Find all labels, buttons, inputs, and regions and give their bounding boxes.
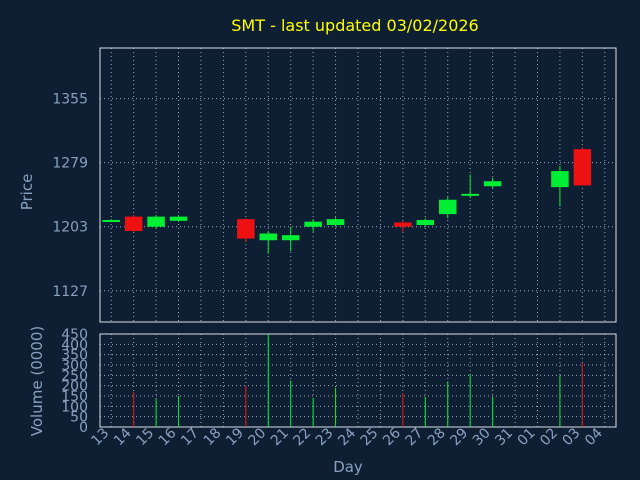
candles	[102, 147, 592, 254]
price-tick-label: 1355	[52, 92, 88, 108]
x-tick-label: 20	[245, 425, 269, 449]
x-tick-label: 17	[178, 425, 202, 449]
candle-body-up	[304, 221, 322, 227]
volume-tick-label: 350	[61, 348, 88, 364]
x-tick-label: 24	[335, 425, 359, 449]
candle-body-up	[461, 193, 479, 196]
volume-axis-label: Volume (0000)	[28, 326, 46, 436]
volume-tick-label: 150	[61, 389, 88, 405]
price-axis-label: Price	[18, 174, 36, 211]
x-tick-label: 15	[133, 425, 157, 449]
x-tick-label: 03	[560, 425, 584, 449]
candle-body-up	[102, 219, 120, 222]
candle-body-down	[237, 219, 255, 239]
volume-bars	[133, 334, 583, 427]
candle-body-up	[259, 233, 278, 241]
volume-tick-label: 300	[61, 358, 88, 374]
volume-panel-frame	[99, 333, 617, 428]
x-tick-label: 04	[582, 425, 606, 449]
x-tick-label: 25	[358, 425, 382, 449]
volume-tick-label: 0	[79, 420, 88, 436]
price-tick-label: 1279	[52, 156, 88, 172]
price-tick-label: 1203	[52, 220, 88, 236]
x-tick-label: 27	[403, 425, 427, 449]
candle-body-down	[394, 222, 412, 227]
x-tick-label: 21	[268, 425, 292, 449]
grid-layer	[100, 48, 616, 428]
candle-body-down	[124, 216, 143, 231]
candle-body-up	[326, 219, 345, 226]
candle-body-up	[281, 235, 300, 241]
volume-tick-label: 100	[61, 399, 88, 415]
x-axis-label: Day	[333, 458, 363, 476]
x-tick-label: 30	[470, 425, 494, 449]
x-tick-label: 29	[447, 425, 471, 449]
x-tick-label: 19	[223, 425, 247, 449]
volume-tick-label: 250	[61, 368, 88, 384]
volume-tick-label: 400	[61, 337, 88, 353]
volume-tick-label: 50	[70, 410, 88, 426]
x-tick-label: 13	[88, 425, 112, 449]
volume-tick-label: 200	[61, 379, 88, 395]
candle-body-down	[573, 149, 592, 186]
tick-labels: 1127 1203 1279 1355 050100150200250300350400…	[52, 92, 606, 450]
x-tick-label: 02	[537, 425, 561, 449]
chart-title: SMT - last updated 03/02/2026	[231, 16, 478, 35]
frame-layer	[99, 47, 617, 428]
x-tick-label: 31	[492, 425, 516, 449]
price-tick-label: 1127	[52, 284, 88, 300]
x-tick-label: 16	[156, 425, 180, 449]
candle-body-up	[147, 216, 165, 227]
x-tick-label: 18	[201, 425, 225, 449]
x-tick-label: 22	[290, 425, 314, 449]
x-tick-label: 26	[380, 425, 404, 449]
candle-body-up	[483, 181, 502, 187]
x-tick-label: 23	[313, 425, 337, 449]
x-tick-label: 28	[425, 425, 449, 449]
candle-body-up	[438, 199, 457, 215]
x-tick-label: 01	[515, 425, 539, 449]
volume-tick-label: 450	[61, 327, 88, 343]
x-tick-label: 14	[111, 425, 135, 449]
candle-body-up	[416, 219, 435, 226]
candle-body-up	[169, 216, 188, 221]
candle-body-up	[551, 171, 569, 188]
price-panel-frame	[99, 47, 617, 323]
